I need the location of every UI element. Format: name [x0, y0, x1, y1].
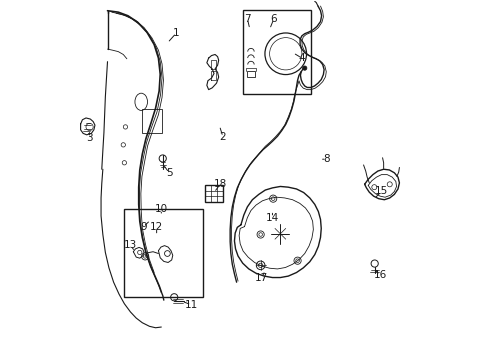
Text: 9: 9	[140, 222, 146, 231]
Bar	[142, 109, 162, 134]
Text: 4: 4	[298, 53, 305, 63]
Text: 8: 8	[323, 154, 329, 164]
Text: 6: 6	[270, 14, 277, 24]
Text: 12: 12	[150, 222, 163, 232]
Text: 7: 7	[244, 14, 250, 24]
Text: 14: 14	[265, 213, 279, 222]
Text: 11: 11	[184, 300, 198, 310]
Bar	[242, 10, 310, 94]
Text: 10: 10	[154, 204, 167, 215]
Text: 18: 18	[213, 179, 226, 189]
Text: 3: 3	[86, 133, 93, 143]
Text: 15: 15	[374, 186, 387, 197]
Bar	[204, 185, 223, 202]
Circle shape	[302, 66, 306, 70]
Text: 13: 13	[123, 240, 137, 250]
Text: 17: 17	[255, 273, 268, 283]
Text: 16: 16	[373, 270, 386, 280]
Bar	[246, 71, 255, 77]
Text: 1: 1	[173, 28, 179, 38]
Text: 2: 2	[219, 132, 226, 142]
Text: 5: 5	[165, 168, 172, 178]
Bar	[124, 209, 203, 297]
